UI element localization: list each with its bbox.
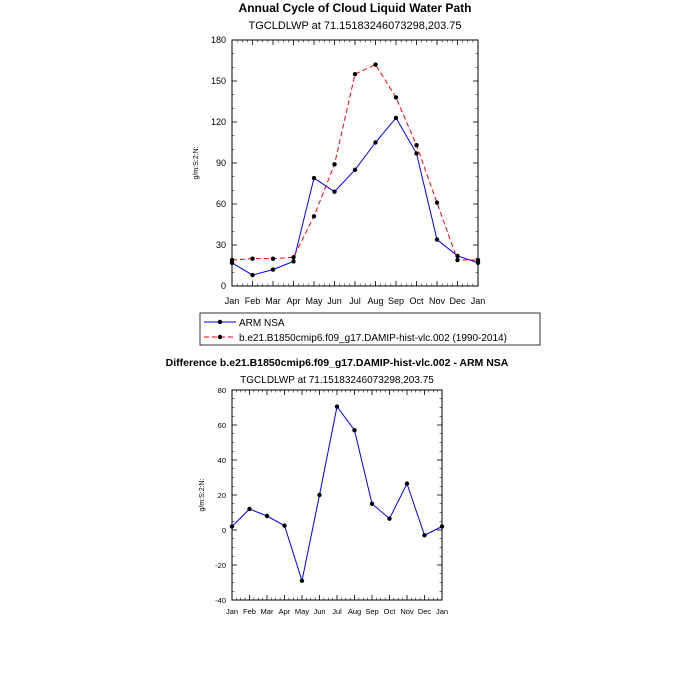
top-series-1-point — [393, 95, 399, 100]
bottom-y-tick-label: 0 — [222, 526, 226, 535]
bottom-x-tick-label: May — [295, 607, 309, 616]
bottom-series-0-point — [299, 578, 305, 583]
bottom-x-tick-label: Jul — [332, 607, 342, 616]
top-series-0-point — [250, 272, 255, 278]
bottom-series-0-point — [439, 524, 445, 529]
bottom-y-tick-label: 40 — [218, 456, 226, 465]
bottom-y-axis-label: g/m:S:2:N: — [199, 478, 206, 511]
bottom-y-tick-label: -20 — [215, 561, 226, 570]
bottom-x-tick-label: Jun — [313, 607, 325, 616]
top-panel: Annual Cycle of Cloud Liquid Water Path … — [193, 1, 485, 306]
bottom-x-tick-label: Nov — [400, 607, 414, 616]
top-series-0-point — [291, 259, 296, 264]
top-x-tick-label: Feb — [245, 296, 261, 306]
top-series-0-point — [373, 140, 378, 145]
top-series-1-point — [455, 257, 460, 263]
bottom-chart-subtitle: TGCLDLWP at 71.15183246073298,203.75 — [240, 375, 434, 386]
top-series-0-point — [311, 175, 317, 181]
top-x-tick-label: Jan — [225, 296, 240, 306]
top-series-0-point — [393, 115, 399, 121]
top-x-tick-label: Nov — [429, 296, 446, 306]
top-series-1-point — [434, 200, 440, 205]
top-x-tick-label: Jul — [349, 296, 361, 306]
top-y-axis-label: g/m:S:2:N: — [193, 146, 200, 179]
legend-box — [199, 312, 541, 346]
top-series-1-point — [332, 162, 337, 167]
bottom-x-tick-label: Jan — [436, 607, 448, 616]
bottom-chart-title: Difference b.e21.B1850cmip6.f09_g17.DAMI… — [166, 357, 509, 369]
bottom-y-tick-label: 80 — [218, 386, 226, 395]
bottom-series-0-point — [334, 404, 340, 409]
top-legend: ARM NSA b.e21.B1850cmip6.f09_g17.DAMIP-h… — [199, 312, 541, 346]
top-series-1-point — [229, 257, 235, 263]
bottom-x-tick-label: Jan — [226, 607, 238, 616]
top-series-0-point — [332, 189, 337, 194]
bottom-panel: Difference b.e21.B1850cmip6.f09_g17.DAMI… — [166, 357, 509, 616]
bottom-series-0-point — [422, 533, 427, 538]
bottom-series-0-point — [352, 428, 357, 433]
top-series-0-point — [434, 237, 440, 242]
top-x-tick-label: Jun — [327, 296, 342, 306]
top-chart-subtitle: TGCLDLWP at 71.15183246073298,203.75 — [248, 20, 461, 32]
top-axis-ticks: Jan Feb Mar Apr May Jun Jul Aug Sep Oct Nov Dec Jan 0… — [211, 35, 485, 306]
top-chart-title: Annual Cycle of Cloud Liquid Water Path — [239, 1, 472, 15]
top-x-tick-label: Jan — [471, 296, 486, 306]
top-series-0-point — [414, 151, 419, 156]
bottom-series-0-point — [317, 492, 322, 498]
top-y-tick-label: 120 — [211, 117, 226, 127]
top-x-tick-label: May — [305, 296, 323, 306]
bottom-x-tick-label: Mar — [261, 607, 274, 616]
top-x-tick-label: Mar — [265, 296, 281, 306]
top-series-1-point — [250, 256, 255, 261]
top-x-tick-label: Aug — [367, 296, 383, 306]
top-y-tick-label: 0 — [221, 281, 226, 291]
bottom-x-tick-label: Aug — [348, 607, 361, 616]
top-y-tick-label: 60 — [216, 199, 226, 209]
legend-marker-model — [217, 334, 223, 340]
bottom-x-tick-label: Oct — [384, 607, 397, 616]
top-series-1-point — [270, 256, 276, 261]
bottom-series-0-point — [247, 506, 252, 512]
top-series-1-point — [414, 143, 419, 148]
bottom-y-tick-label: 60 — [218, 421, 226, 430]
top-x-tick-label: Oct — [409, 296, 424, 306]
bottom-series-0-point — [369, 501, 375, 506]
bottom-series-0-point — [282, 523, 287, 528]
legend-marker-arm-nsa — [217, 319, 223, 325]
top-y-tick-label: 150 — [211, 76, 226, 86]
legend-label-model: b.e21.B1850cmip6.f09_g17.DAMIP-hist-vlc.… — [239, 333, 507, 344]
bottom-x-tick-label: Sep — [365, 607, 378, 616]
top-series-0-point — [352, 167, 358, 173]
bottom-y-tick-label: 20 — [218, 491, 226, 500]
top-series-1-point — [352, 71, 358, 77]
top-series-layer — [229, 62, 481, 278]
bottom-series-layer — [229, 404, 445, 583]
top-x-tick-label: Sep — [388, 296, 404, 306]
top-x-tick-label: Apr — [286, 296, 300, 306]
bottom-axis-ticks: Jan Feb Mar Apr May Jun Jul Aug Sep Oct Nov Dec Jan-… — [215, 386, 448, 616]
legend-label-arm-nsa: ARM NSA — [239, 318, 285, 329]
bottom-series-0-point — [229, 524, 235, 529]
bottom-x-tick-label: Dec — [418, 607, 432, 616]
bottom-x-tick-label: Apr — [279, 607, 291, 616]
bottom-series-0-point — [404, 481, 410, 486]
top-series-0-point — [455, 253, 460, 259]
top-series-1-point — [291, 255, 296, 260]
bottom-y-tick-label: -40 — [215, 596, 226, 605]
bottom-series-0-point — [264, 513, 270, 519]
top-x-tick-label: Dec — [449, 296, 466, 306]
top-series-1-point — [373, 62, 378, 67]
bottom-series-0-point — [387, 516, 392, 521]
top-series-1-point — [311, 214, 317, 219]
top-series-1-point — [475, 257, 481, 263]
top-y-tick-label: 90 — [216, 158, 226, 168]
top-y-tick-label: 30 — [216, 240, 226, 250]
top-y-tick-label: 180 — [211, 35, 226, 45]
bottom-x-tick-label: Feb — [243, 607, 256, 616]
top-series-0-point — [270, 267, 276, 272]
